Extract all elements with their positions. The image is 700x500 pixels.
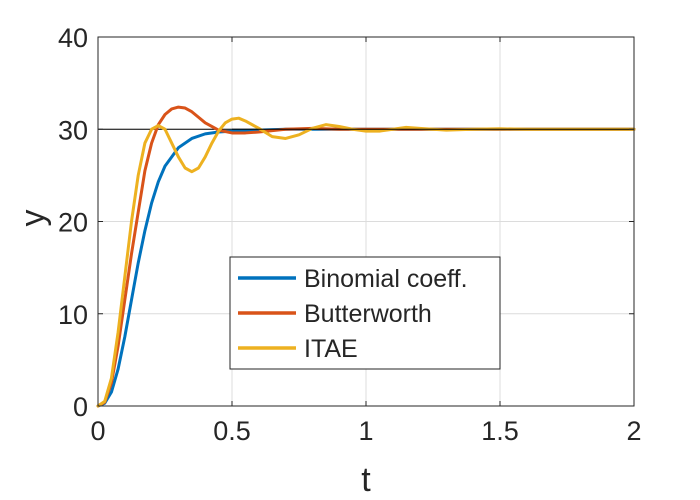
y-tick-label: 10 [58, 300, 88, 330]
legend: Binomial coeff. Butterworth ITAE [229, 256, 501, 370]
y-tick-label: 0 [73, 392, 88, 422]
y-tick-label: 40 [58, 23, 88, 53]
x-tick-label: 0 [90, 416, 105, 446]
series-line-3 [96, 116, 636, 408]
y-axis-ticks: 0 10 20 30 40 [58, 23, 634, 422]
series-line-2 [96, 105, 636, 408]
legend-label: ITAE [304, 335, 358, 363]
legend-label: Binomial coeff. [304, 265, 468, 293]
x-tick-label: 1.5 [481, 416, 519, 446]
y-tick-label: 30 [58, 115, 88, 145]
x-axis-label: t [361, 461, 371, 499]
y-tick-label: 20 [58, 208, 88, 238]
x-axis-ticks: 0 0.5 1 1.5 2 [90, 37, 642, 446]
x-tick-label: 2 [626, 416, 641, 446]
x-tick-label: 0.5 [213, 416, 251, 446]
x-tick-label: 1 [358, 416, 373, 446]
y-axis-label: y [14, 210, 52, 227]
legend-label: Butterworth [304, 300, 432, 328]
series-lines [96, 105, 636, 408]
